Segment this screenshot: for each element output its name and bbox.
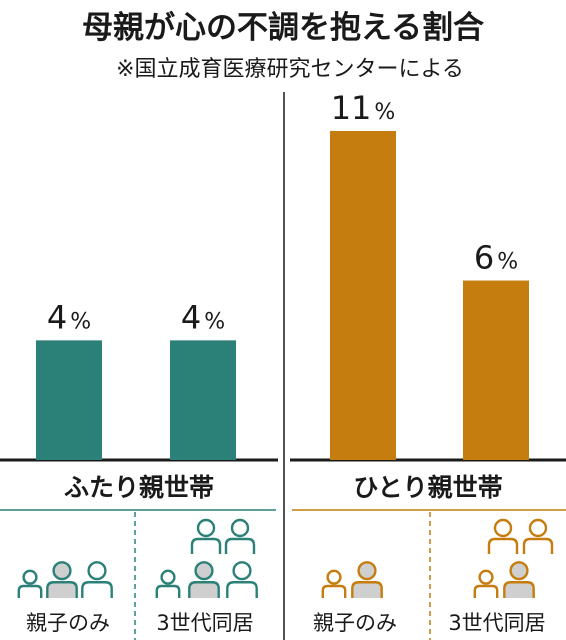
bar-single-parent-0 (330, 131, 396, 460)
bars: 4% 4 % 11 % 6% (36, 89, 529, 460)
family-icons (17, 518, 554, 598)
value-label-two-parent-1: 4% (181, 298, 225, 336)
bar-single-parent-1 (463, 280, 529, 460)
chart-source: ※国立成育医療研究センターによる (116, 57, 464, 82)
family-parent-child-icon (321, 561, 383, 598)
category-label-single-parent-1: 3世代同居 (448, 611, 545, 635)
value-label-single-parent-1: 6% (474, 239, 518, 277)
chart-title: 母親が心の不調を抱える割合 (82, 10, 484, 46)
category-label-two-parent-1: 3世代同居 (156, 611, 253, 635)
family-parent-child-grandparents-icon (473, 518, 554, 598)
category-label-single-parent-0: 親子のみ (313, 611, 397, 635)
bar-two-parent-0 (36, 340, 102, 460)
value-label-two-parent-0: 4% (47, 298, 91, 336)
family-parents-child-grandparents-icon (155, 518, 258, 598)
category-label-two-parent-0: 親子のみ (26, 611, 110, 635)
group-label-single-parent: ひとり親世帯 (353, 473, 502, 502)
group-label-two-parent: ふたり親世帯 (64, 473, 214, 502)
value-label-single-parent-0: 11% (331, 89, 396, 127)
family-parents-child-icon (17, 561, 113, 598)
category-labels: 親子のみ 3世代同居 親子のみ 3世代同居 (26, 611, 546, 635)
bar-two-parent-1 (170, 340, 236, 460)
